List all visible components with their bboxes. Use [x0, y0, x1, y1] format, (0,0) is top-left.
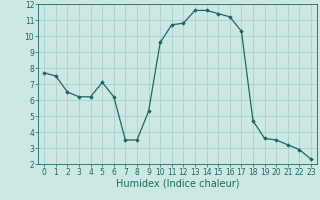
X-axis label: Humidex (Indice chaleur): Humidex (Indice chaleur) — [116, 179, 239, 189]
